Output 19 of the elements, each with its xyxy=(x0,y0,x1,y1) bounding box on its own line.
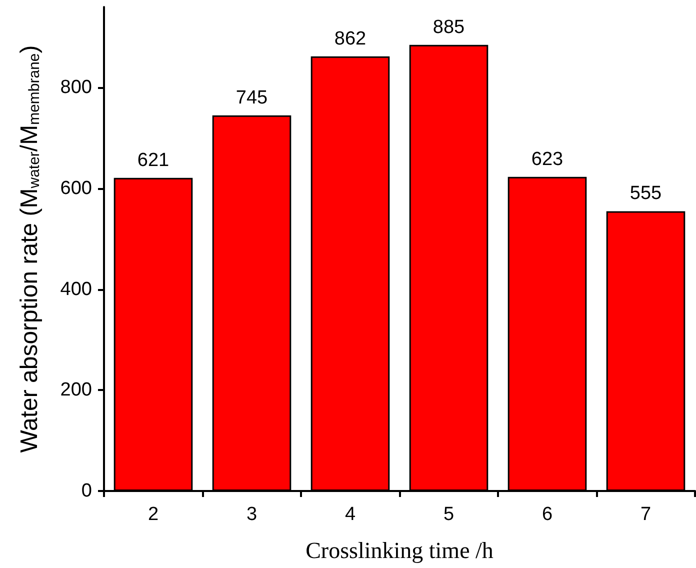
x-tick-label: 4 xyxy=(344,504,356,525)
data-label: 555 xyxy=(630,183,662,204)
x-axis-title: Crosslinking time /h xyxy=(306,538,494,563)
data-label: 885 xyxy=(432,16,465,38)
x-tick-label: 6 xyxy=(542,504,553,525)
y-tick-label: 0 xyxy=(81,480,92,502)
y-tick-label: 400 xyxy=(60,278,92,300)
x-tick-label: 2 xyxy=(148,504,159,525)
x-tick-label: 5 xyxy=(443,504,454,525)
data-label: 862 xyxy=(334,28,366,50)
y-axis-title: Water absorption rate (Mwater/Mmembrane) xyxy=(16,45,43,453)
x-tick-label: 3 xyxy=(246,504,258,525)
y-tick-label: 600 xyxy=(60,178,92,199)
data-label: 623 xyxy=(531,148,564,170)
y-tick-label: 800 xyxy=(60,77,92,98)
data-label: 621 xyxy=(137,150,170,171)
data-label: 745 xyxy=(236,87,268,108)
x-tick-label: 7 xyxy=(640,504,652,525)
y-tick-label: 200 xyxy=(60,380,92,401)
